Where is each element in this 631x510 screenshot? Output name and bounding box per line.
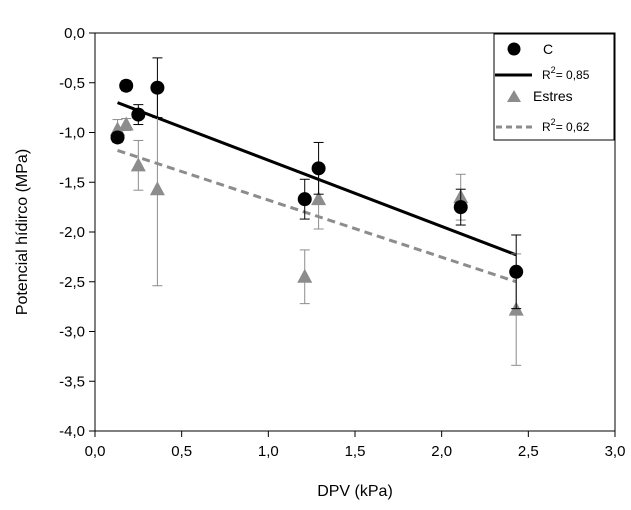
y-tick-label: -4,0 [59, 423, 85, 440]
point-estres [149, 181, 165, 196]
point-c [509, 264, 524, 279]
y-tick-label: -0,5 [59, 75, 85, 92]
fit-line-c [116, 101, 517, 257]
point-c [110, 130, 125, 145]
point-estres [118, 116, 134, 131]
y-tick-label: -1,5 [59, 174, 85, 191]
y-tick-label: -2,5 [59, 274, 85, 291]
y-tick-label: -1,0 [59, 125, 85, 142]
y-tick-label: -3,0 [59, 324, 85, 341]
y-axis: 0,0 -0,5 -1,0 -1,5 -2,0 -2,5 -3,0 -3,5 -4,0 [59, 25, 95, 440]
legend-r2-estres: R2= 0,62 [542, 117, 590, 134]
point-estres [130, 157, 146, 172]
legend-marker-c [507, 42, 521, 56]
point-c [119, 78, 134, 93]
legend-label-c: C [543, 41, 553, 57]
series-layer [110, 57, 524, 366]
legend-r2-c-value: = 0,85 [556, 68, 590, 82]
legend-marker-estres [507, 90, 521, 102]
x-tick-label: 2,0 [431, 443, 452, 460]
point-c [311, 161, 326, 176]
point-estres [297, 268, 313, 283]
y-tick-label: -3,5 [59, 373, 85, 390]
y-tick-label: 0,0 [64, 25, 85, 42]
legend: C R2= 0,85 Estres R2= 0,62 [493, 33, 615, 141]
legend-r2-estres-label: R [542, 120, 551, 134]
y-axis-title: Potencial hídirco (MPa) [14, 149, 31, 315]
legend-r2-c-label: R [542, 68, 551, 82]
point-c [297, 192, 312, 207]
legend-r2-estres-value: = 0,62 [556, 120, 590, 134]
x-tick-label: 1,0 [258, 443, 279, 460]
legend-r2-c: R2= 0,85 [542, 65, 590, 82]
point-estres [311, 191, 327, 206]
point-c [150, 80, 165, 95]
x-tick-label: 3,0 [605, 443, 626, 460]
x-tick-label: 2,5 [518, 443, 539, 460]
y-tick-label: -2,0 [59, 224, 85, 241]
x-tick-label: 0,5 [171, 443, 192, 460]
fit-line-estres [117, 148, 517, 284]
x-tick-label: 0,0 [85, 443, 106, 460]
x-axis-title: DPV (kPa) [317, 483, 393, 500]
x-axis: 0,0 0,5 1,0 1,5 2,0 2,5 3,0 [85, 431, 626, 460]
point-c [131, 107, 146, 122]
x-tick-label: 1,5 [345, 443, 366, 460]
point-c [453, 200, 468, 215]
legend-label-estres: Estres [533, 88, 573, 104]
